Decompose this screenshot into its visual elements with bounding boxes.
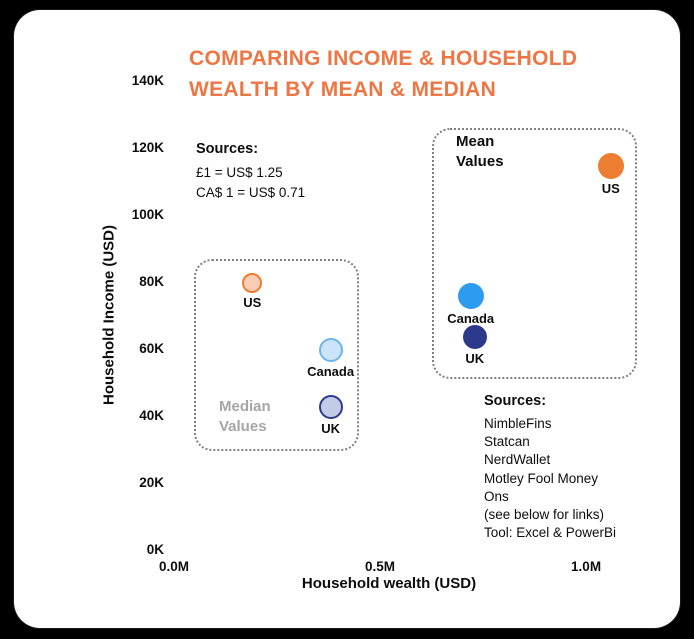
exchange-note-lines: £1 = US$ 1.25 CA$ 1 = US$ 0.71: [196, 163, 305, 202]
note-line: (see below for links): [484, 507, 605, 523]
bubble-median-uk[interactable]: [318, 394, 343, 419]
note-line: CA$ 1 = US$ 0.71: [196, 184, 306, 200]
y-axis-tick-20K: 20K: [139, 475, 164, 490]
y-axis-tick-0K: 0K: [146, 542, 164, 557]
y-axis-tick-120K: 120K: [131, 140, 164, 155]
note-line: £1 = US$ 1.25: [196, 165, 283, 181]
y-axis-tick-100K: 100K: [131, 207, 164, 222]
median-group-box: [194, 259, 359, 451]
bubble-mean-canada[interactable]: [457, 283, 484, 310]
x-axis-label: Household wealth (USD): [301, 575, 477, 592]
exchange-rate-note: Sources: £1 = US$ 1.25 CA$ 1 = US$ 0.71: [196, 139, 305, 202]
mean-group-box: [432, 128, 637, 379]
mean-group-label: Mean Values: [456, 133, 504, 171]
x-axis-tick-1.0M: 1.0M: [571, 559, 602, 574]
note-line: Ons: [484, 488, 509, 504]
bubble-label-median-canada: Canada: [307, 364, 355, 379]
bubble-label-median-us: US: [243, 295, 262, 310]
y-axis-tick-40K: 40K: [139, 408, 164, 423]
chart-title: COMPARING INCOME & HOUSEHOLD WEALTH BY M…: [189, 47, 578, 101]
bubble-label-mean-us: US: [601, 180, 620, 196]
note-line: NerdWallet: [484, 452, 551, 468]
sources-note-lines: NimbleFins Statcan NerdWallet Motley Fool M…: [484, 415, 616, 543]
median-group-label: Median Values: [219, 398, 271, 436]
note-line: Motley Fool Money: [484, 470, 599, 486]
bubble-label-mean-uk: UK: [465, 350, 485, 366]
bubble-label-median-uk: UK: [321, 420, 340, 436]
y-axis-tick-80K: 80K: [139, 274, 164, 289]
sources-note: Sources: NimbleFins Statcan NerdWallet Motl…: [484, 391, 616, 543]
plot-area: [174, 82, 652, 551]
exchange-note-heading: Sources:: [196, 141, 259, 157]
bubble-label-mean-canada: Canada: [447, 311, 495, 327]
y-axis-tick-60K: 60K: [139, 341, 164, 356]
bubble-median-canada[interactable]: [318, 338, 343, 362]
x-axis-tick-0.5M: 0.5M: [365, 559, 396, 574]
note-line: Statcan: [484, 434, 530, 450]
bubble-mean-uk[interactable]: [462, 324, 487, 349]
y-axis-tick-140K: 140K: [131, 73, 164, 88]
note-line: Tool: Excel & PowerBi: [484, 525, 617, 541]
note-line: NimbleFins: [484, 416, 552, 432]
x-axis-tick-0.0M: 0.0M: [158, 559, 189, 574]
bubble-median-us[interactable]: [242, 273, 263, 293]
bubble-mean-us[interactable]: [597, 152, 624, 179]
y-axis-label: Household Income (USD): [100, 224, 118, 406]
sources-note-heading: Sources:: [484, 393, 547, 409]
chart-card: COMPARING INCOME & HOUSEHOLD WEALTH BY M…: [14, 10, 680, 628]
